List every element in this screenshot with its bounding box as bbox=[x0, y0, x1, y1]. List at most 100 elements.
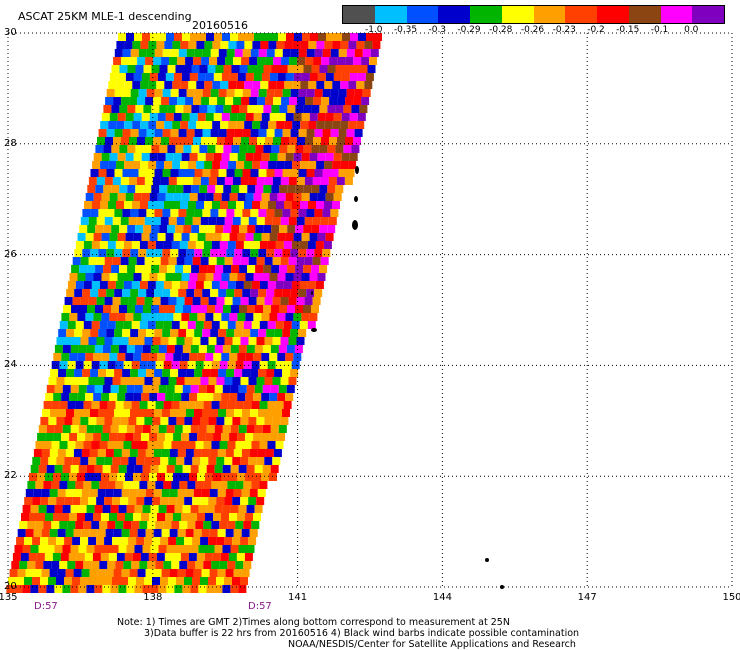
swath-cell bbox=[103, 185, 112, 193]
swath-cell bbox=[123, 361, 132, 369]
swath-cell bbox=[105, 569, 114, 577]
swath-cell bbox=[202, 89, 211, 97]
swath-cell bbox=[120, 377, 129, 385]
swath-cell bbox=[168, 257, 177, 265]
color-scale-label: -0.3 bbox=[428, 25, 447, 35]
swath-cell bbox=[240, 297, 249, 305]
swath-cell bbox=[162, 169, 171, 177]
swath-cell bbox=[201, 57, 210, 65]
swath-cell bbox=[173, 393, 182, 401]
swath-cell bbox=[160, 377, 169, 385]
swath-cell bbox=[242, 49, 251, 57]
swath-cell bbox=[265, 57, 274, 65]
swath-cell bbox=[287, 305, 295, 313]
swath-cell bbox=[248, 297, 257, 305]
swath-cell bbox=[197, 393, 206, 401]
swath-cell bbox=[256, 337, 265, 345]
swath-cell bbox=[106, 169, 115, 177]
swath-cell bbox=[199, 105, 208, 113]
swath-cell bbox=[99, 321, 108, 329]
swath-cell bbox=[274, 209, 283, 217]
swath-cell bbox=[225, 569, 234, 577]
swath-cell bbox=[161, 137, 169, 145]
swath-cell bbox=[264, 297, 273, 305]
swath-cell bbox=[103, 265, 112, 273]
swath-cell bbox=[243, 561, 252, 569]
swath-cell bbox=[188, 201, 196, 209]
swath-cell bbox=[334, 33, 342, 41]
swath-cell bbox=[8, 577, 16, 585]
swath-cell bbox=[191, 305, 199, 313]
swath-cell bbox=[119, 145, 128, 153]
swath-cell bbox=[197, 353, 206, 361]
swath-cell bbox=[158, 465, 167, 473]
swath-cell bbox=[263, 225, 272, 233]
swath-cell bbox=[134, 345, 143, 353]
swath-cell bbox=[157, 273, 166, 281]
swath-cell bbox=[119, 305, 127, 313]
color-scale-label: -0.15 bbox=[616, 25, 640, 35]
swath-cell bbox=[139, 561, 148, 569]
swath-cell bbox=[208, 337, 217, 345]
swath-cell bbox=[117, 233, 126, 241]
swath-cell bbox=[273, 137, 281, 145]
swath-cell bbox=[209, 449, 218, 457]
swath-cell bbox=[174, 465, 183, 473]
swath-cell bbox=[237, 233, 246, 241]
swath-cell bbox=[91, 561, 100, 569]
swath-cell bbox=[211, 561, 220, 569]
swath-cell bbox=[123, 321, 132, 329]
swath-cell bbox=[62, 385, 71, 393]
swath-cell bbox=[225, 489, 234, 497]
swath-cell bbox=[260, 161, 269, 169]
swath-cell bbox=[72, 337, 81, 345]
swath-cell bbox=[276, 81, 285, 89]
swath-cell bbox=[41, 449, 50, 457]
swath-cell bbox=[190, 385, 199, 393]
swath-cell bbox=[146, 169, 155, 177]
swath-cell bbox=[328, 177, 337, 185]
swath-cell bbox=[265, 137, 273, 145]
swath-cell bbox=[213, 73, 222, 81]
swath-cell bbox=[303, 185, 312, 193]
swath-cell bbox=[271, 265, 280, 273]
swath-cell bbox=[95, 225, 104, 233]
swath-cell bbox=[104, 457, 113, 465]
swath-cell bbox=[113, 57, 122, 65]
swath-cell bbox=[131, 441, 140, 449]
swath-cell bbox=[96, 297, 105, 305]
swath-cell bbox=[106, 409, 114, 417]
swath-cell bbox=[138, 369, 147, 377]
swath-cell bbox=[115, 241, 124, 249]
swath-cell bbox=[218, 249, 227, 257]
swath-cell bbox=[195, 241, 204, 249]
swath-cell bbox=[189, 433, 198, 441]
swath-cell bbox=[305, 57, 314, 65]
swath-cell bbox=[243, 441, 252, 449]
swath-cell bbox=[224, 297, 233, 305]
swath-cell bbox=[240, 577, 248, 585]
swath-cell bbox=[192, 177, 201, 185]
swath-cell bbox=[242, 169, 251, 177]
swath-cell bbox=[177, 529, 186, 537]
swath-cell bbox=[138, 89, 147, 97]
swath-cell bbox=[362, 89, 371, 97]
swath-cell bbox=[159, 65, 168, 73]
swath-cell bbox=[156, 161, 165, 169]
swath-cell bbox=[82, 369, 91, 377]
swath-cell bbox=[140, 201, 148, 209]
swath-cell bbox=[203, 441, 212, 449]
swath-cell bbox=[115, 361, 124, 369]
swath-cell bbox=[321, 57, 330, 65]
swath-cell bbox=[200, 377, 209, 385]
swath-cell bbox=[177, 57, 186, 65]
swath-cell bbox=[172, 41, 181, 49]
swath-cell bbox=[311, 145, 320, 153]
swath-cell bbox=[284, 201, 292, 209]
swath-cell bbox=[266, 329, 275, 337]
swath-cell bbox=[357, 113, 366, 121]
swath-cell bbox=[195, 521, 204, 529]
swath-cell bbox=[142, 345, 151, 353]
swath-cell bbox=[213, 513, 221, 521]
swath-cell bbox=[131, 361, 140, 369]
